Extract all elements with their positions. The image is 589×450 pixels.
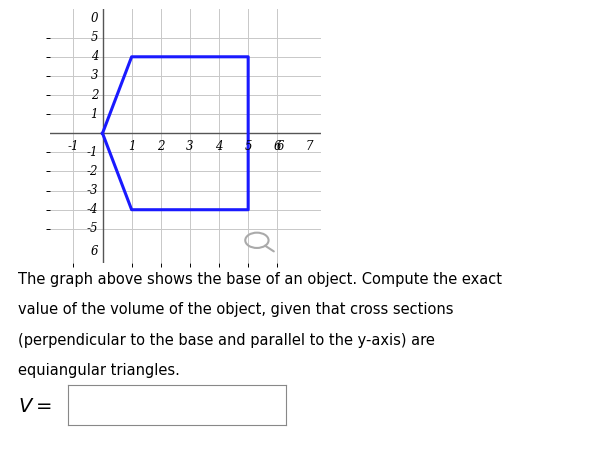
Text: -1: -1 [68,140,79,153]
Text: 0: 0 [91,12,98,25]
Text: 6: 6 [276,140,284,153]
Text: equiangular triangles.: equiangular triangles. [18,363,180,378]
Text: 7: 7 [306,140,313,153]
Text: 6: 6 [91,245,98,258]
Text: 2: 2 [91,89,98,102]
Text: value of the volume of the object, given that cross sections: value of the volume of the object, given… [18,302,453,317]
Text: -5: -5 [87,222,98,235]
Text: 5: 5 [91,31,98,44]
Text: 5: 5 [244,140,252,153]
Text: 3: 3 [186,140,194,153]
Text: 4: 4 [216,140,223,153]
Text: The graph above shows the base of an object. Compute the exact: The graph above shows the base of an obj… [18,272,502,287]
Text: $V =$: $V =$ [18,398,51,416]
Text: 3: 3 [91,69,98,82]
Text: 2: 2 [157,140,164,153]
Text: (perpendicular to the base and parallel to the y-axis) are: (perpendicular to the base and parallel … [18,333,435,347]
Text: -2: -2 [87,165,98,178]
Text: -3: -3 [87,184,98,197]
Text: 4: 4 [91,50,98,63]
Text: -4: -4 [87,203,98,216]
Text: 6: 6 [273,140,281,153]
Text: -1: -1 [87,146,98,159]
Text: 1: 1 [91,108,98,121]
Text: 1: 1 [128,140,135,153]
